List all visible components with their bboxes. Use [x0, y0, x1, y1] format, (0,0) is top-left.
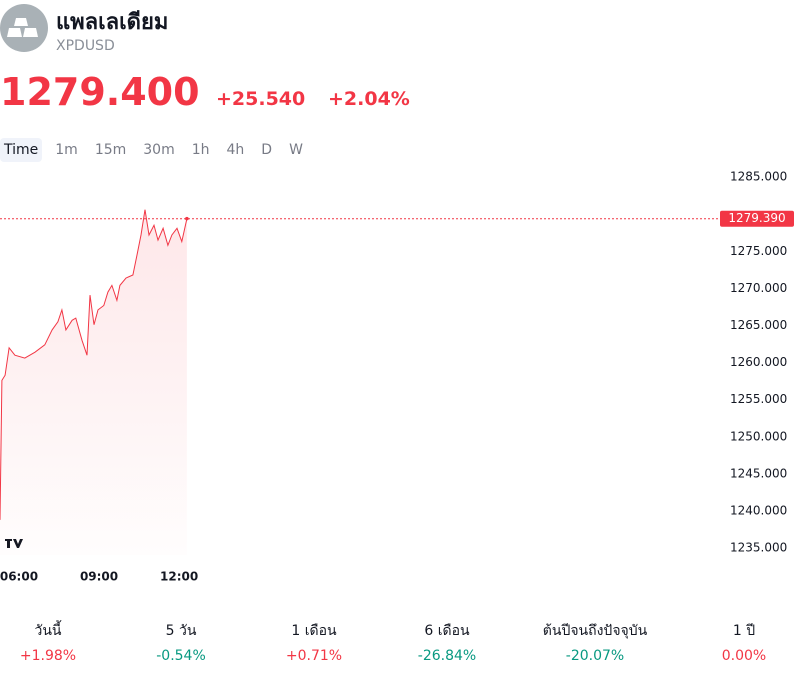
interval-tab[interactable]: D — [261, 142, 273, 158]
interval-tab[interactable]: 1h — [191, 142, 210, 158]
performance-period: วันนี้ — [34, 623, 62, 639]
title: แพลเลเดียม — [56, 10, 169, 35]
y-tick-label: 1260.000 — [730, 355, 787, 369]
performance-value: -26.84% — [417, 648, 477, 664]
x-tick-label: 12:00 — [160, 570, 198, 584]
performance-value: -0.54% — [156, 648, 206, 664]
performance: วันนี้ +1.98% 5 วัน -0.54% 1 เดือน +0.71% 6 เด… — [0, 620, 800, 670]
y-tick-label: 1265.000 — [730, 318, 787, 332]
y-tick-label: 1270.000 — [730, 281, 787, 295]
performance-value: +0.71% — [285, 648, 343, 664]
performance-period: 1 ปี — [732, 623, 756, 639]
performance-period: ต้นปีจนถึงปัจจุบัน — [542, 623, 648, 639]
last-point — [185, 216, 189, 221]
change-percent: +2.04% — [328, 88, 410, 110]
performance-item[interactable]: วันนี้ +1.98% — [0, 620, 123, 664]
interval-tabs: Time 1m 15m 30m 1h 4h D W — [0, 138, 316, 162]
interval-tab[interactable]: Time — [0, 138, 43, 162]
last-price-label: 1279.390 — [728, 211, 785, 225]
interval-tab[interactable]: 15m — [94, 142, 127, 158]
logo-icon — [7, 18, 38, 37]
performance-item[interactable]: ต้นปีจนถึงปัจจุบัน -20.07% — [520, 620, 670, 664]
symbol-logo — [0, 4, 48, 52]
performance-period: 6 เดือน — [424, 623, 470, 639]
y-tick-label: 1285.000 — [730, 170, 787, 184]
performance-item[interactable]: 6 เดือน -26.84% — [372, 620, 522, 664]
change: +25.540 — [216, 88, 306, 110]
y-tick-label: 1235.000 — [730, 541, 787, 555]
performance-item[interactable]: 5 วัน -0.54% — [106, 620, 256, 664]
y-tick-label: 1250.000 — [730, 429, 787, 443]
y-tick-label: 1245.000 — [730, 466, 787, 480]
performance-value: -20.07% — [565, 648, 625, 664]
interval-tab[interactable]: 4h — [226, 142, 245, 158]
y-tick-label: 1275.000 — [730, 244, 787, 258]
performance-value: 0.00% — [721, 648, 767, 664]
symbol: XPDUSD — [56, 38, 115, 54]
x-tick-label: 09:00 — [80, 570, 118, 584]
interval-tab[interactable]: 30m — [143, 142, 175, 158]
performance-period: 5 วัน — [165, 623, 197, 639]
y-tick-label: 1240.000 — [730, 504, 787, 518]
performance-item[interactable]: 1 เดือน +0.71% — [239, 620, 389, 664]
y-tick-label: 1255.000 — [730, 392, 787, 406]
price-line — [0, 209, 188, 520]
price: 1279.400 — [0, 70, 200, 114]
performance-period: 1 เดือน — [291, 623, 337, 639]
performance-item[interactable]: 1 ปี 0.00% — [669, 620, 800, 664]
interval-tab[interactable]: 1m — [55, 142, 78, 158]
performance-value: +1.98% — [19, 648, 77, 664]
area — [0, 209, 187, 555]
last-price-tag — [720, 210, 794, 227]
interval-tab[interactable]: W — [289, 142, 303, 158]
x-tick-label: 06:00 — [0, 570, 38, 584]
chart: 1235.000 1240.000 1245.000 1250.000 1255.000… — [0, 170, 794, 584]
